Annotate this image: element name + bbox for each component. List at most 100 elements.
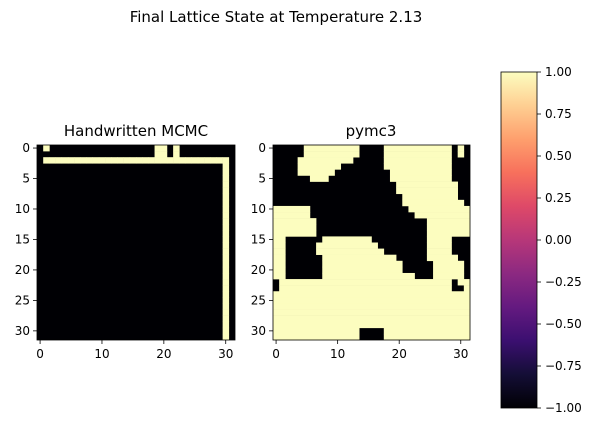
- spin-up-run: [426, 230, 471, 237]
- spin-up-cell: [222, 157, 230, 164]
- spin-up-run: [273, 260, 286, 268]
- spin-up-run: [273, 327, 360, 335]
- x-axis-ticks: 0 10 20 30: [272, 340, 468, 361]
- spin-up-cell: [222, 163, 230, 170]
- spin-up-run: [316, 242, 378, 249]
- spin-up-cell: [98, 157, 106, 164]
- spin-up-run: [273, 315, 471, 323]
- spin-up-run: [383, 157, 452, 164]
- spin-up-cell: [222, 254, 230, 262]
- spin-up-run: [426, 224, 471, 231]
- spin-up-cell: [142, 157, 149, 164]
- spin-up-run: [463, 285, 471, 292]
- colorbar-tick-label: 0.50: [545, 149, 572, 163]
- spin-up-run: [273, 205, 311, 213]
- figure-title: Final Lattice State at Temperature 2.13: [130, 8, 423, 26]
- spin-up-cell: [222, 230, 230, 237]
- spin-up-cell: [222, 315, 230, 323]
- spin-up-run: [457, 279, 471, 286]
- y-tick-label: 5: [258, 172, 266, 186]
- panel-title-handwritten-mcmc: Handwritten MCMC: [64, 122, 208, 140]
- spin-up-run: [414, 212, 471, 219]
- y-tick-label: 30: [15, 324, 30, 338]
- spin-up-run: [322, 272, 415, 280]
- spin-up-run: [383, 333, 471, 341]
- spin-up-cell: [43, 157, 50, 164]
- spin-up-run: [273, 212, 311, 219]
- spin-up-cell: [222, 248, 230, 255]
- spin-up-run: [383, 163, 452, 170]
- spin-up-cell: [74, 157, 81, 164]
- spin-up-run: [396, 181, 458, 188]
- spin-up-cell: [160, 145, 168, 152]
- spin-up-cell: [173, 145, 180, 152]
- spin-up-run: [279, 279, 452, 286]
- spin-up-run: [273, 236, 286, 243]
- spin-up-cell: [117, 157, 124, 164]
- spin-up-cell: [222, 218, 230, 225]
- spin-up-cell: [222, 199, 230, 207]
- spin-up-cell: [129, 157, 137, 164]
- spin-up-run: [279, 285, 452, 292]
- x-tick-label: 30: [453, 347, 468, 361]
- spin-up-cell: [222, 285, 230, 292]
- spin-up-run: [273, 248, 286, 255]
- lattice-cells: [37, 145, 235, 341]
- spin-up-run: [322, 260, 403, 268]
- spin-up-cell: [191, 157, 199, 164]
- spin-up-cell: [222, 224, 230, 231]
- spin-up-cell: [222, 181, 230, 188]
- spin-up-cell: [210, 157, 217, 164]
- spin-up-run: [389, 175, 452, 182]
- spin-up-cell: [222, 321, 230, 329]
- spin-up-cell: [222, 272, 230, 280]
- spin-up-cell: [222, 266, 230, 274]
- spin-up-cell: [222, 193, 230, 201]
- colorbar-gradient: [501, 72, 537, 408]
- spin-up-cell: [55, 157, 63, 164]
- x-axis-ticks: 0 10 20 30: [36, 340, 233, 361]
- spin-up-cell: [49, 157, 56, 164]
- colorbar-tick-label: 0.75: [545, 107, 572, 121]
- heatmap-handwritten-mcmc: Handwritten MCMC 0 10 20 30 0 5 10 15 20 25 30: [15, 122, 236, 361]
- colorbar-tick-label: 0.00: [545, 233, 572, 247]
- spin-up-cell: [160, 151, 168, 158]
- spin-up-cell: [173, 151, 180, 158]
- spin-up-cell: [222, 279, 230, 286]
- spin-up-cell: [216, 157, 223, 164]
- spin-up-cell: [222, 187, 230, 195]
- y-tick-label: 10: [251, 202, 266, 216]
- spin-up-run: [297, 169, 335, 176]
- y-axis-ticks: 0 5 10 15 20 25 30: [15, 141, 37, 338]
- spin-up-cell: [222, 303, 230, 310]
- x-tick-label: 20: [392, 347, 407, 361]
- spin-up-cell: [222, 212, 230, 219]
- spin-up-run: [426, 236, 452, 243]
- spin-up-run: [433, 272, 465, 280]
- spin-up-cell: [197, 157, 205, 164]
- spin-up-run: [303, 151, 360, 158]
- panel-title-pymc3: pymc3: [346, 122, 397, 140]
- x-tick-label: 10: [94, 347, 109, 361]
- spin-up-run: [408, 205, 471, 213]
- colorbar-tick-label: −0.50: [545, 317, 582, 331]
- spin-up-run: [273, 230, 317, 237]
- spin-up-cell: [222, 291, 230, 298]
- spin-up-run: [273, 291, 471, 298]
- spin-up-cell: [154, 145, 162, 152]
- spin-up-run: [273, 224, 317, 231]
- spin-up-run: [273, 303, 471, 310]
- spin-up-cell: [179, 157, 186, 164]
- spin-up-run: [402, 193, 458, 201]
- spin-up-run: [433, 266, 465, 274]
- spin-up-cell: [160, 157, 168, 164]
- lattice-background-spin-down: [37, 145, 235, 340]
- spin-up-run: [396, 187, 458, 195]
- spin-up-cell: [222, 236, 230, 243]
- spin-up-cell: [43, 145, 50, 152]
- spin-up-run: [426, 248, 452, 255]
- colorbar-ticks: 1.00 0.75 0.50 0.25 0.00 −0.25 −0.50 −0.75 −1.00: [537, 65, 582, 415]
- spin-up-cell: [92, 157, 100, 164]
- spin-up-run: [316, 248, 385, 255]
- spin-up-cell: [222, 205, 230, 213]
